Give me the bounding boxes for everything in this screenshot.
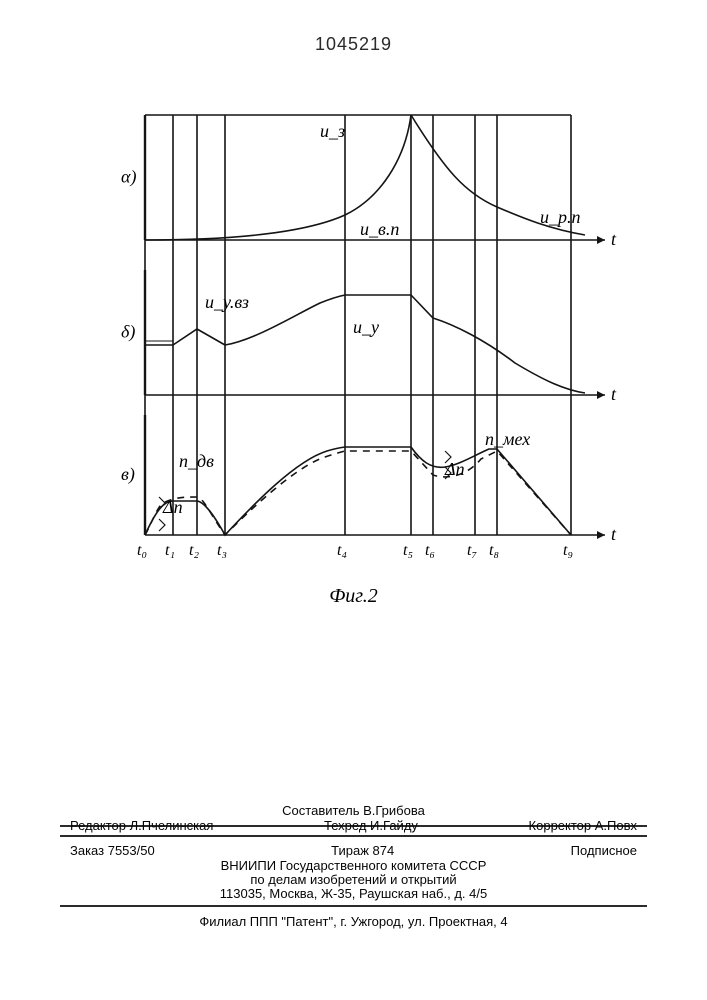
svg-text:n_дв: n_дв — [179, 451, 214, 471]
svg-text:t₅: t₅ — [403, 542, 413, 559]
figure-2: α) t δ) t в) t u_з u_в.п u_р.п u_у.вз u_у n_дв n_мех… — [120, 110, 620, 590]
svg-text:t₈: t₈ — [489, 542, 499, 559]
svg-text:t₄: t₄ — [337, 542, 347, 559]
svg-text:u_з: u_з — [320, 121, 345, 141]
podpisnoe: Подписное — [571, 843, 637, 858]
tech-editor: Техред И.Гайду — [324, 818, 418, 833]
footer-addr: 113035, Москва, Ж-35, Раушская наб., д. … — [70, 886, 637, 901]
svg-text:t₇: t₇ — [467, 542, 477, 559]
corrector: Корректор А.Повх — [529, 818, 637, 833]
svg-text:t₂: t₂ — [189, 542, 199, 559]
svg-text:t₉: t₉ — [563, 542, 573, 559]
svg-text:u_в.п: u_в.п — [360, 219, 399, 239]
footer-org2: по делам изобретений и открытий — [70, 872, 637, 887]
footer-composer-line: Составитель В.Грибова — [70, 803, 637, 818]
figure-caption: Фиг.2 — [0, 585, 707, 608]
footer-order-line: Заказ 7553/50 Тираж 874 Подписное — [70, 843, 637, 858]
svg-text:t: t — [611, 384, 617, 404]
svg-text:t: t — [611, 524, 617, 544]
doc-number: 1045219 — [0, 34, 707, 55]
svg-text:t: t — [611, 229, 617, 249]
svg-text:t₁: t₁ — [165, 542, 175, 559]
footer-org1: ВНИИПИ Государственного комитета СССР — [70, 858, 637, 873]
composer: Составитель В.Грибова — [282, 803, 425, 818]
footer-rule-2 — [60, 835, 647, 837]
svg-text:u_р.п: u_р.п — [540, 207, 581, 227]
svg-text:u_у.вз: u_у.вз — [205, 292, 249, 312]
order-no: Заказ 7553/50 — [70, 843, 155, 858]
footer-branch: Филиал ППП "Патент", г. Ужгород, ул. Про… — [70, 914, 637, 929]
svg-text:Δn: Δn — [444, 459, 465, 479]
svg-text:t₃: t₃ — [217, 542, 227, 559]
svg-text:u_у: u_у — [353, 317, 379, 337]
editor: Редактор Л.Пчелинская — [70, 818, 213, 833]
svg-text:t₀: t₀ — [137, 542, 147, 559]
footer-credits-line: Редактор Л.Пчелинская Техред И.Гайду Кор… — [70, 818, 637, 833]
tirazh: Тираж 874 — [331, 843, 394, 858]
svg-text:t₆: t₆ — [425, 542, 435, 559]
footer-rule-3 — [60, 905, 647, 907]
svg-text:α): α) — [121, 167, 136, 188]
svg-text:n_мех: n_мех — [485, 429, 530, 449]
svg-text:Δn: Δn — [162, 497, 183, 517]
svg-text:δ): δ) — [121, 322, 135, 343]
svg-text:в): в) — [121, 464, 135, 485]
